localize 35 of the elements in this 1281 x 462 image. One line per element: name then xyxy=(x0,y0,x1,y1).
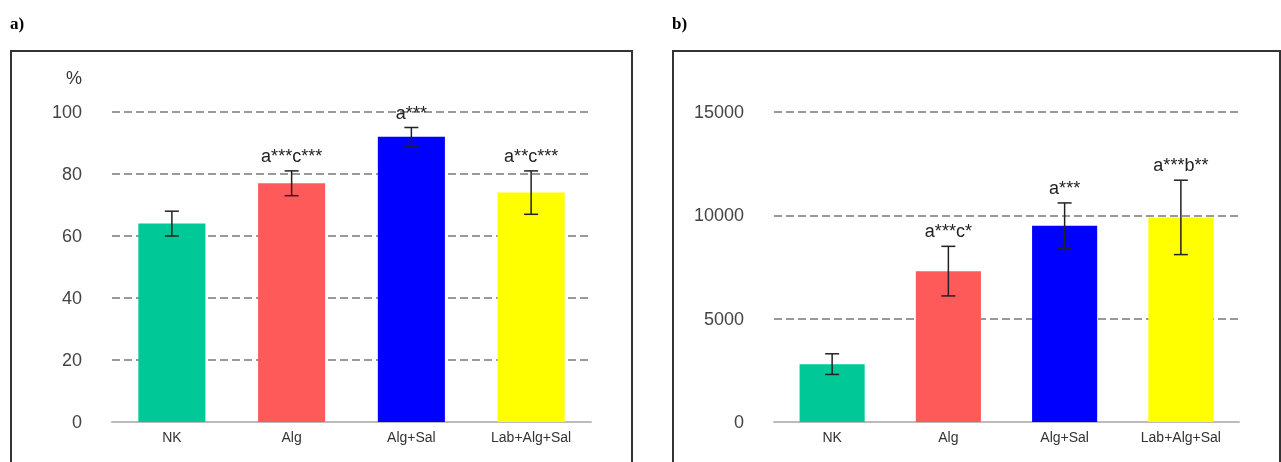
y-tick-label: 0 xyxy=(733,412,744,432)
bar xyxy=(1032,225,1098,422)
x-tick-label: NK xyxy=(822,429,843,445)
annotation: a***b** xyxy=(1153,155,1209,176)
bar xyxy=(258,183,326,422)
annotation: a***c*** xyxy=(261,145,323,166)
x-tick-label: Alg xyxy=(938,429,959,445)
x-tick-label: Alg+Sal xyxy=(1040,429,1089,445)
y-tick-label: 5000 xyxy=(703,308,744,329)
x-tick-label: Alg xyxy=(281,429,302,445)
y-tick-label: 20 xyxy=(61,350,82,370)
x-tick-label: Lab+Alg+Sal xyxy=(1140,429,1221,445)
bar xyxy=(799,364,865,422)
y-tick-label: 15000 xyxy=(693,102,744,122)
y-tick-label: 0 xyxy=(71,412,82,432)
y-tick-label: 80 xyxy=(61,164,82,184)
annotation: a*** xyxy=(395,102,427,123)
chart-title: a) xyxy=(10,14,25,34)
x-tick-label: Alg+Sal xyxy=(387,429,436,445)
y-tick-label: 40 xyxy=(61,288,82,308)
y-tick-label: 100 xyxy=(51,102,82,122)
annotation: a***c* xyxy=(924,221,972,242)
bar xyxy=(1148,217,1214,422)
x-tick-label: NK xyxy=(162,429,183,445)
x-tick-label: Lab+Alg+Sal xyxy=(491,429,572,445)
bar xyxy=(138,223,206,422)
y-tick-label: 60 xyxy=(61,226,82,246)
annotation: a**c*** xyxy=(504,145,559,166)
bar xyxy=(377,136,445,422)
chart-title: b) xyxy=(672,14,688,34)
bar xyxy=(915,271,981,422)
annotation: a*** xyxy=(1049,177,1081,198)
y-axis-title: % xyxy=(65,68,82,88)
bar xyxy=(497,192,565,422)
y-tick-label: 10000 xyxy=(693,205,744,226)
